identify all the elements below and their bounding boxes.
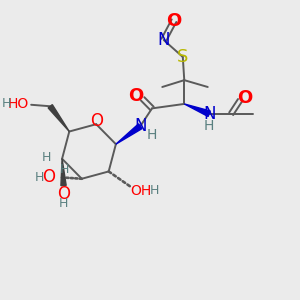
- Text: O: O: [42, 168, 55, 186]
- Polygon shape: [48, 105, 69, 131]
- Text: H: H: [60, 163, 70, 176]
- Text: H: H: [204, 119, 214, 133]
- Text: O: O: [129, 87, 144, 105]
- Text: S: S: [177, 48, 188, 66]
- Text: N: N: [158, 31, 170, 49]
- Text: N: N: [134, 117, 146, 135]
- Text: N: N: [203, 105, 215, 123]
- Text: H: H: [42, 151, 52, 164]
- Polygon shape: [116, 124, 142, 144]
- Text: H: H: [2, 98, 11, 110]
- Text: H: H: [35, 171, 44, 184]
- Polygon shape: [184, 104, 210, 116]
- Text: O: O: [237, 89, 252, 107]
- Text: H: H: [147, 128, 157, 142]
- Text: OH: OH: [130, 184, 152, 198]
- Text: HO: HO: [8, 97, 29, 111]
- Text: O: O: [167, 12, 182, 30]
- Text: H: H: [149, 184, 159, 197]
- Polygon shape: [61, 159, 66, 186]
- Text: O: O: [57, 185, 70, 203]
- Text: O: O: [90, 112, 103, 130]
- Text: H: H: [59, 197, 68, 210]
